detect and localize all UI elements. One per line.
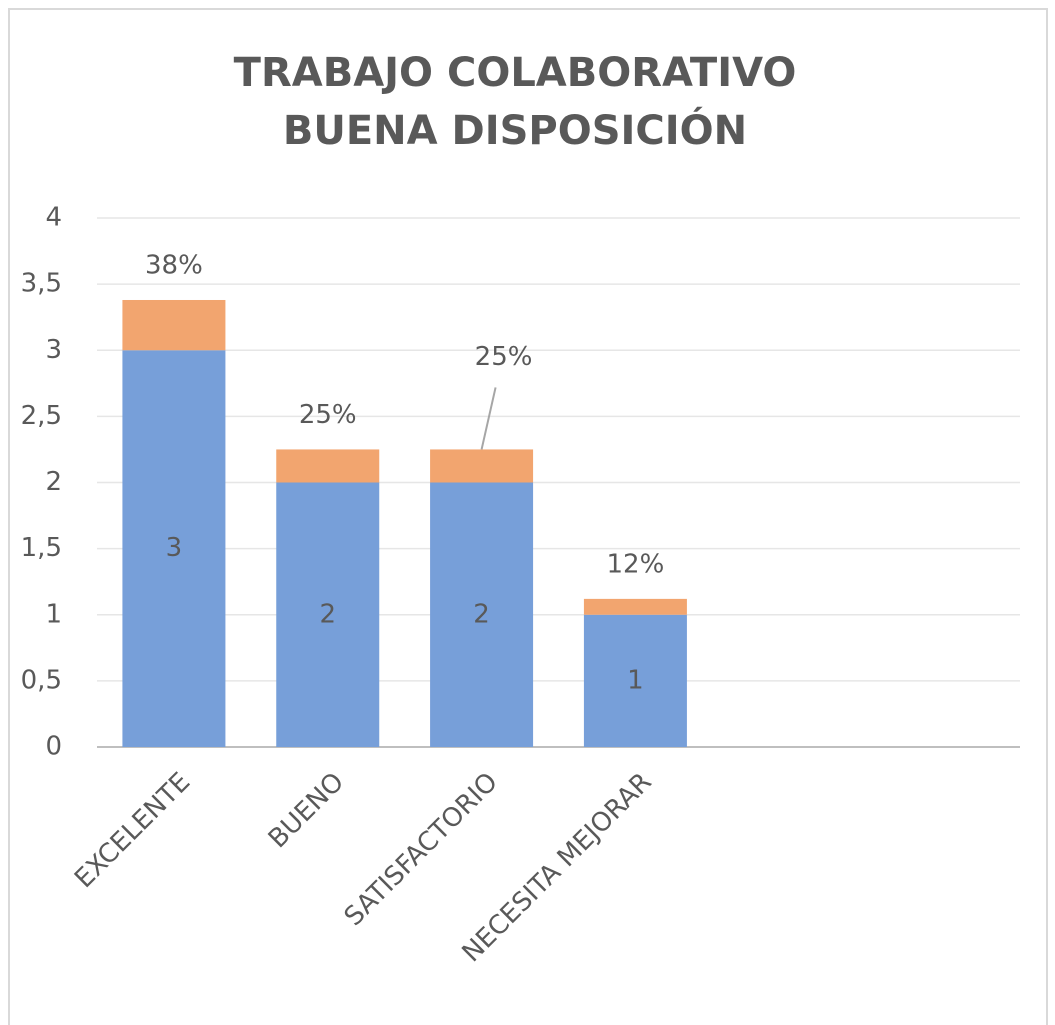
data-label: 1 xyxy=(627,665,644,695)
bar-segment xyxy=(583,598,687,615)
y-tick-label: 1,5 xyxy=(21,533,62,563)
y-tick-label: 4 xyxy=(45,203,62,233)
chart-title: BUENA DISPOSICIÓN xyxy=(283,106,747,154)
data-label: 12% xyxy=(607,549,665,579)
x-tick-label: SATISFACTORIO xyxy=(339,767,504,932)
bar-segment xyxy=(276,482,380,747)
bar-segment xyxy=(430,449,534,483)
y-tick-label: 0 xyxy=(45,732,62,762)
leader-line xyxy=(480,387,497,450)
data-label: 3 xyxy=(166,533,183,563)
y-tick-label: 3,5 xyxy=(21,269,62,299)
data-label: 2 xyxy=(319,599,336,629)
chart-border xyxy=(8,8,1048,1025)
x-tick-label: EXCELENTE xyxy=(69,767,196,894)
bar-segment xyxy=(122,350,226,747)
data-label: 38% xyxy=(145,250,203,280)
data-label: 25% xyxy=(475,342,533,372)
bar-segment xyxy=(430,482,534,747)
y-tick-label: 1 xyxy=(45,599,62,629)
bar-segment xyxy=(276,449,380,483)
y-tick-label: 3 xyxy=(45,335,62,365)
data-label: 2 xyxy=(473,599,490,629)
y-tick-label: 0,5 xyxy=(21,665,62,695)
data-label: 25% xyxy=(299,400,357,430)
bar-segment xyxy=(583,614,687,747)
y-tick-label: 2 xyxy=(45,467,62,497)
bar-segment xyxy=(122,299,226,351)
x-tick-label: BUENO xyxy=(263,767,350,854)
chart-title: TRABAJO COLABORATIVO xyxy=(234,50,797,96)
y-tick-label: 2,5 xyxy=(21,401,62,431)
